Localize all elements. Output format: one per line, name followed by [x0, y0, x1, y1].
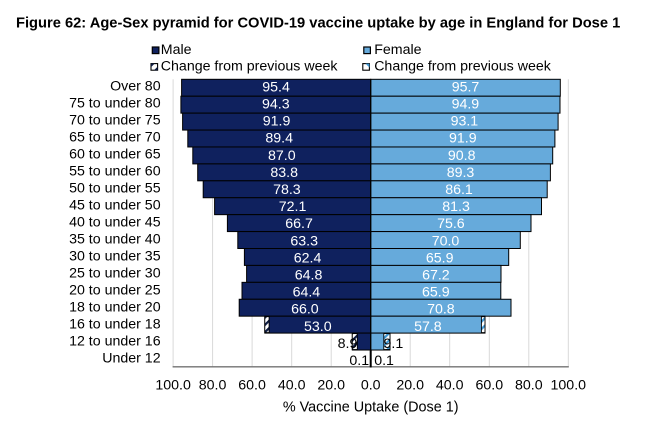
svg-text:75.6: 75.6: [437, 216, 465, 232]
svg-text:91.9: 91.9: [449, 131, 477, 147]
svg-text:Over 80: Over 80: [110, 78, 161, 94]
svg-text:64.8: 64.8: [295, 267, 323, 283]
svg-text:90.8: 90.8: [448, 148, 476, 164]
svg-text:Under 12: Under 12: [102, 351, 160, 367]
svg-text:64.4: 64.4: [293, 285, 321, 301]
svg-text:35 to under 40: 35 to under 40: [69, 231, 161, 247]
svg-text:60 to under 65: 60 to under 65: [69, 146, 161, 162]
svg-text:78.3: 78.3: [273, 182, 301, 198]
svg-text:89.4: 89.4: [265, 131, 293, 147]
svg-text:0.1: 0.1: [374, 353, 394, 369]
svg-text:100.0: 100.0: [551, 377, 587, 393]
svg-text:40.0: 40.0: [436, 377, 464, 393]
svg-text:95.4: 95.4: [262, 79, 290, 95]
svg-text:60.0: 60.0: [238, 377, 266, 393]
svg-text:Male: Male: [161, 42, 192, 58]
svg-text:60.0: 60.0: [475, 377, 503, 393]
svg-text:20.0: 20.0: [396, 377, 424, 393]
svg-text:93.1: 93.1: [451, 114, 479, 130]
svg-text:20.0: 20.0: [317, 377, 345, 393]
svg-text:Female: Female: [374, 42, 421, 58]
svg-text:16 to under 18: 16 to under 18: [69, 317, 161, 333]
svg-text:9.1: 9.1: [384, 336, 404, 352]
svg-text:18 to under 20: 18 to under 20: [69, 300, 161, 316]
svg-text:91.9: 91.9: [263, 114, 291, 130]
svg-text:100.0: 100.0: [155, 377, 191, 393]
svg-text:70.8: 70.8: [427, 302, 455, 318]
svg-text:45 to under 50: 45 to under 50: [69, 197, 161, 213]
svg-text:65.9: 65.9: [426, 250, 454, 266]
svg-text:30 to under 35: 30 to under 35: [69, 249, 161, 265]
svg-text:70 to under 75: 70 to under 75: [69, 112, 161, 128]
svg-text:66.7: 66.7: [285, 216, 313, 232]
svg-text:40.0: 40.0: [278, 377, 306, 393]
svg-text:65.9: 65.9: [422, 285, 450, 301]
svg-text:66.0: 66.0: [291, 302, 319, 318]
svg-text:55 to under 60: 55 to under 60: [69, 163, 161, 179]
svg-text:8.9: 8.9: [338, 336, 358, 352]
svg-text:25 to under 30: 25 to under 30: [69, 266, 161, 282]
svg-text:72.1: 72.1: [279, 199, 307, 215]
svg-text:70.0: 70.0: [432, 233, 460, 249]
svg-text:57.8: 57.8: [414, 319, 442, 335]
svg-text:Figure 62: Age-Sex pyramid for: Figure 62: Age-Sex pyramid for COVID-19 …: [16, 15, 620, 31]
svg-text:12 to under 16: 12 to under 16: [69, 334, 161, 350]
svg-text:20 to under 25: 20 to under 25: [69, 283, 161, 299]
svg-text:Change from previous week: Change from previous week: [161, 58, 339, 74]
svg-text:80.0: 80.0: [199, 377, 227, 393]
svg-text:83.8: 83.8: [270, 165, 298, 181]
svg-text:65 to under 70: 65 to under 70: [69, 129, 161, 145]
svg-text:53.0: 53.0: [304, 319, 332, 335]
svg-text:62.4: 62.4: [294, 250, 322, 266]
svg-text:89.3: 89.3: [447, 165, 475, 181]
svg-text:75 to under 80: 75 to under 80: [69, 95, 161, 111]
svg-text:81.3: 81.3: [442, 199, 470, 215]
svg-text:86.1: 86.1: [445, 182, 473, 198]
svg-text:50 to under 55: 50 to under 55: [69, 180, 161, 196]
svg-text:87.0: 87.0: [268, 148, 296, 164]
svg-text:94.3: 94.3: [262, 96, 290, 112]
svg-text:67.2: 67.2: [422, 267, 450, 283]
svg-text:80.0: 80.0: [515, 377, 543, 393]
svg-text:% Vaccine Uptake (Dose 1): % Vaccine Uptake (Dose 1): [283, 399, 459, 415]
svg-text:Change from previous week: Change from previous week: [374, 58, 552, 74]
svg-text:95.7: 95.7: [452, 79, 480, 95]
svg-text:0.0: 0.0: [361, 377, 381, 393]
svg-text:63.3: 63.3: [290, 233, 318, 249]
svg-text:40 to under 45: 40 to under 45: [69, 214, 161, 230]
svg-text:94.9: 94.9: [452, 96, 480, 112]
svg-text:0.1: 0.1: [349, 353, 369, 369]
